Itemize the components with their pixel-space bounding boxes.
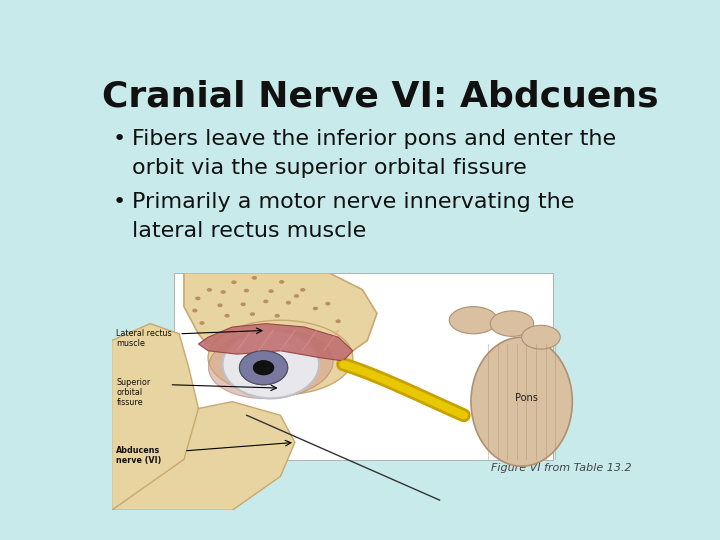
Circle shape	[225, 314, 230, 318]
Ellipse shape	[521, 325, 560, 349]
Text: lateral rectus muscle: lateral rectus muscle	[132, 221, 366, 241]
Text: Figure VI from Table 13.2: Figure VI from Table 13.2	[490, 463, 631, 473]
Circle shape	[263, 300, 269, 303]
Text: Abducens: Abducens	[117, 446, 161, 455]
Circle shape	[325, 302, 330, 306]
Text: Primarily a motor nerve innervating the: Primarily a motor nerve innervating the	[132, 192, 575, 212]
Circle shape	[240, 302, 246, 306]
Text: nerve (VI): nerve (VI)	[117, 456, 162, 465]
Circle shape	[312, 307, 318, 310]
Circle shape	[286, 301, 291, 305]
Circle shape	[294, 294, 299, 298]
Circle shape	[240, 351, 288, 384]
Circle shape	[244, 289, 249, 293]
Polygon shape	[112, 402, 295, 510]
Circle shape	[279, 280, 284, 284]
Text: orbit via the superior orbital fissure: orbit via the superior orbital fissure	[132, 158, 526, 178]
Circle shape	[329, 332, 334, 336]
Circle shape	[269, 289, 274, 293]
Text: orbital: orbital	[117, 388, 143, 397]
Ellipse shape	[490, 311, 534, 336]
Polygon shape	[199, 323, 353, 361]
Polygon shape	[184, 273, 377, 375]
Circle shape	[336, 319, 341, 323]
Circle shape	[199, 321, 204, 325]
Text: Superior: Superior	[117, 378, 150, 387]
Text: muscle: muscle	[117, 339, 145, 348]
Circle shape	[192, 309, 197, 313]
FancyBboxPatch shape	[174, 273, 553, 460]
Text: •: •	[112, 129, 125, 149]
Circle shape	[252, 276, 257, 280]
Ellipse shape	[209, 330, 333, 399]
Ellipse shape	[208, 320, 353, 395]
Circle shape	[274, 314, 280, 318]
Text: •: •	[112, 192, 125, 212]
Circle shape	[195, 296, 200, 300]
Text: Pons: Pons	[515, 393, 538, 403]
Text: Fibers leave the inferior pons and enter the: Fibers leave the inferior pons and enter…	[132, 129, 616, 149]
Circle shape	[207, 288, 212, 292]
Circle shape	[240, 351, 288, 384]
Polygon shape	[112, 323, 208, 510]
Circle shape	[217, 303, 222, 307]
Circle shape	[231, 280, 237, 284]
Circle shape	[250, 312, 255, 316]
Circle shape	[220, 290, 226, 294]
Text: Cranial Nerve VI: Abdcuens: Cranial Nerve VI: Abdcuens	[102, 79, 659, 113]
Text: Lateral rectus: Lateral rectus	[117, 329, 172, 338]
Circle shape	[222, 330, 319, 399]
Circle shape	[253, 360, 274, 375]
Circle shape	[300, 288, 305, 292]
Circle shape	[222, 330, 319, 399]
Ellipse shape	[471, 337, 572, 466]
Text: fissure: fissure	[117, 399, 143, 407]
Circle shape	[253, 360, 274, 375]
Ellipse shape	[449, 307, 498, 334]
